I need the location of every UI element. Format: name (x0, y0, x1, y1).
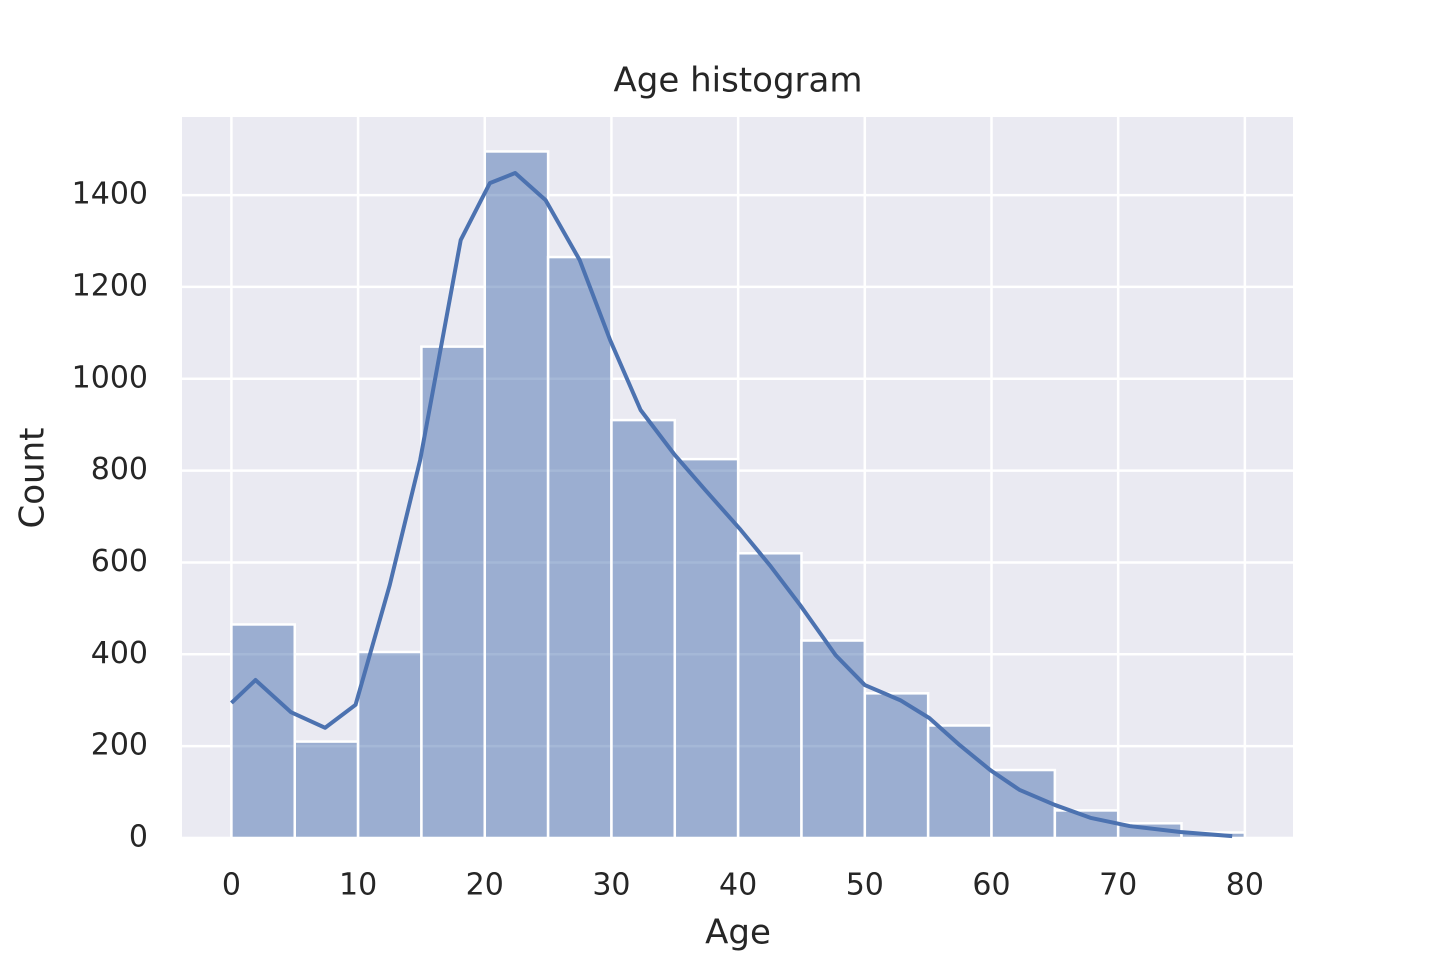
bar (610, 418, 677, 840)
bar (546, 255, 613, 840)
bar (990, 768, 1057, 840)
chart-title: Age histogram (614, 61, 863, 101)
x-tick-label: 70 (1099, 868, 1137, 903)
x-tick-label: 80 (1226, 868, 1264, 903)
bar (230, 623, 296, 840)
x-tick-label: 60 (972, 868, 1010, 903)
y-tick-label: 1200 (72, 268, 148, 303)
y-tick-label: 1400 (72, 177, 148, 212)
bar (356, 650, 423, 840)
y-tick-label: 1000 (72, 360, 148, 395)
x-tick-label: 10 (339, 868, 377, 903)
x-tick-label: 40 (719, 868, 757, 903)
bar (420, 345, 487, 840)
bar (863, 692, 930, 840)
x-tick-label: 20 (466, 868, 504, 903)
y-tick-label: 600 (91, 544, 148, 579)
y-tick-label: 200 (91, 728, 148, 763)
y-tick-label: 400 (91, 636, 148, 671)
bar (800, 639, 867, 840)
bar (673, 457, 740, 840)
x-tick-label: 0 (222, 868, 241, 903)
y-tick-label: 800 (91, 452, 148, 487)
x-tick-label: 30 (592, 868, 630, 903)
y-tick-label: 0 (129, 820, 148, 855)
bar (736, 552, 803, 840)
bar (1053, 809, 1120, 840)
x-tick-label: 50 (846, 868, 884, 903)
bar (483, 150, 550, 840)
bar (293, 740, 360, 840)
bar (926, 724, 993, 840)
kde-line (230, 171, 1233, 839)
y-axis-label: Count (13, 428, 53, 529)
x-axis-label: Age (705, 913, 771, 953)
